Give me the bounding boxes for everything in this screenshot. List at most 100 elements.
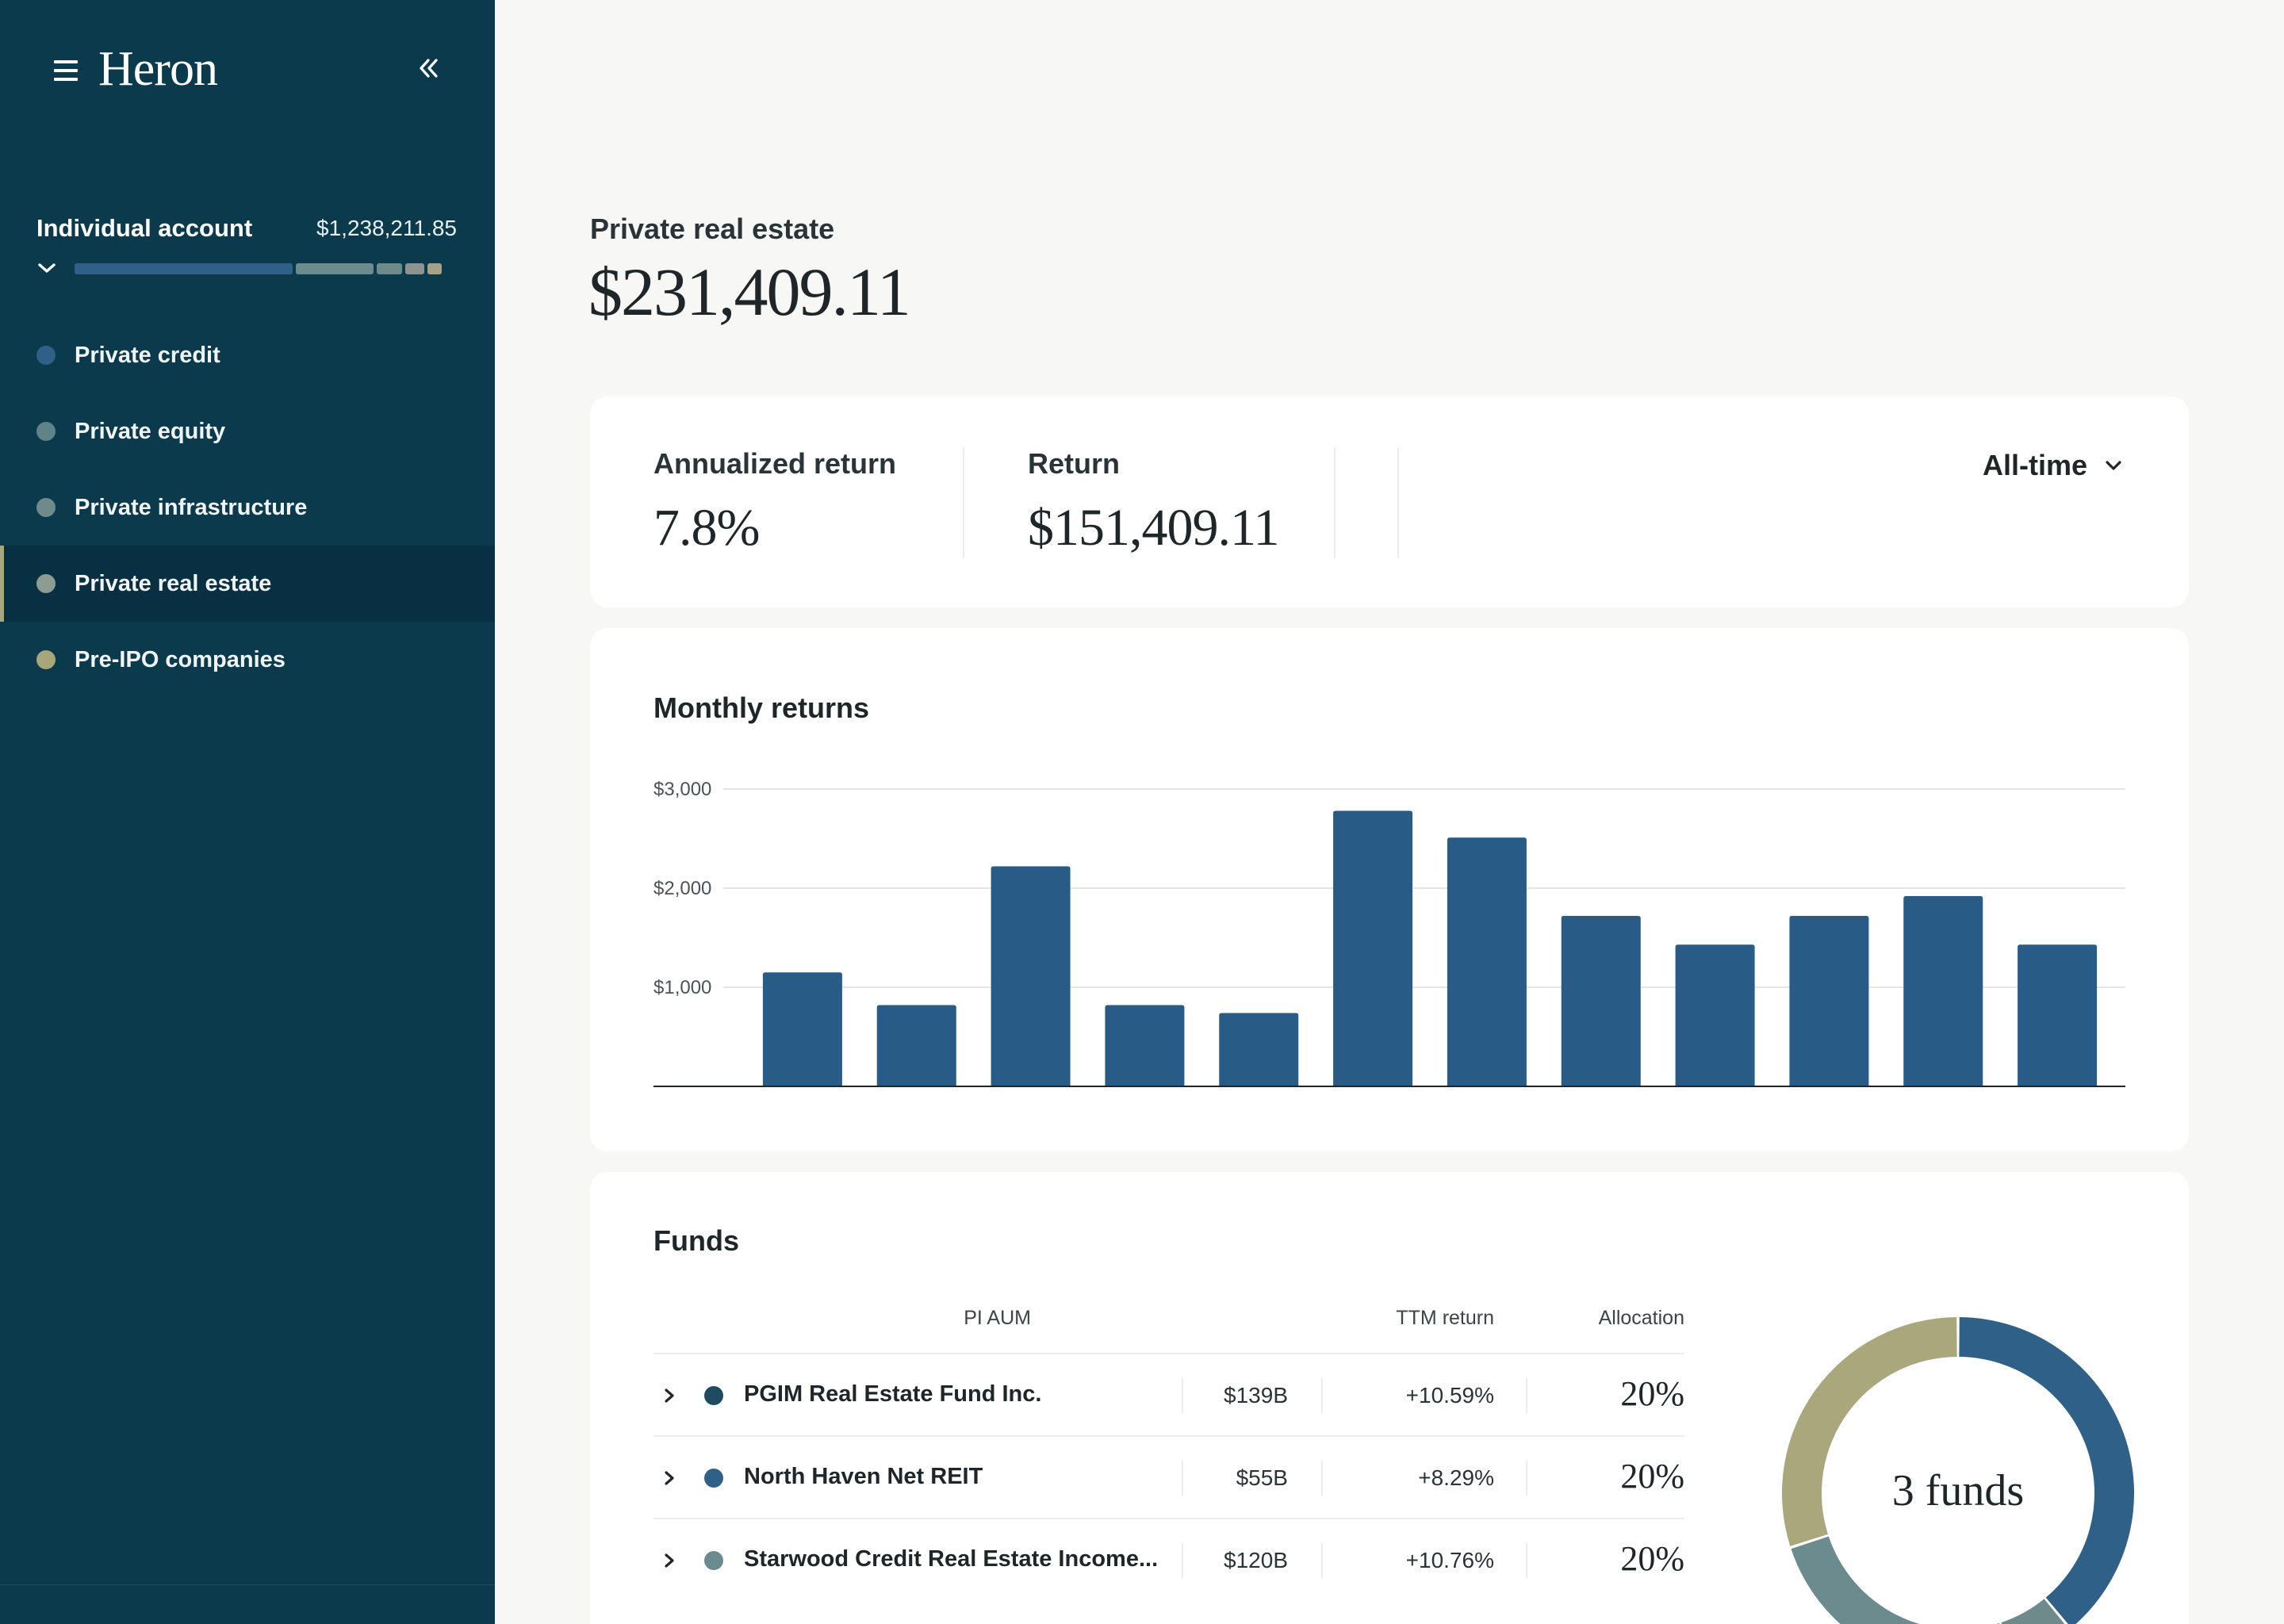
chevron-right-icon[interactable]	[663, 1551, 676, 1570]
allocation-bar-segment	[376, 263, 403, 274]
fund-color-dot-icon	[704, 1386, 723, 1405]
app-logo: Heron	[98, 42, 218, 96]
y-tick-label: $2,000	[653, 878, 711, 899]
allocation-bar-segment	[427, 263, 443, 274]
annualized-return-metric: Annualized return 7.8%	[653, 447, 896, 558]
divider	[0, 1584, 495, 1585]
divider	[1321, 1543, 1323, 1578]
chart-bar[interactable]	[1447, 837, 1527, 1086]
divider	[1321, 1378, 1323, 1413]
chart-bar[interactable]	[1789, 916, 1869, 1086]
fund-ttm-return: +10.59%	[1405, 1383, 1494, 1408]
divider	[1526, 1378, 1527, 1413]
divider	[1182, 1378, 1183, 1413]
chevron-down-icon[interactable]	[36, 260, 57, 276]
allocation-bar-segment	[405, 263, 424, 274]
allocation-donut-chart	[1782, 1317, 2134, 1624]
fund-aum: $139B	[1224, 1383, 1288, 1408]
fund-name: PGIM Real Estate Fund Inc.	[744, 1381, 1042, 1407]
return-label: Return	[1028, 447, 1120, 480]
fund-row[interactable]: Starwood Credit Real Estate Income... $1…	[653, 1518, 1684, 1600]
chart-title: Monthly returns	[653, 691, 870, 724]
sidebar-nav: Private credit Private equity Private infr…	[0, 317, 495, 698]
chevron-right-icon[interactable]	[663, 1386, 676, 1405]
category-dot-icon	[36, 346, 56, 365]
category-dot-icon	[36, 650, 56, 669]
divider	[1321, 1461, 1323, 1496]
category-dot-icon	[36, 574, 56, 593]
donut-center-label: 3 funds	[1891, 1466, 2025, 1515]
allocation-bar-segment	[295, 263, 374, 274]
divider	[1182, 1543, 1183, 1578]
sidebar-item-private-infrastructure[interactable]: Private infrastructure	[0, 469, 495, 546]
fund-ttm-return: +8.29%	[1418, 1465, 1494, 1490]
column-header-allocation: Allocation	[1598, 1307, 1684, 1329]
chart-bar[interactable]	[2018, 944, 2098, 1086]
chart-bar[interactable]	[1675, 944, 1755, 1086]
donut-segment[interactable]	[1959, 1317, 2134, 1624]
chart-bar[interactable]	[1903, 896, 1983, 1086]
page-subtitle: Private real estate	[590, 213, 835, 245]
sidebar-item-label: Private equity	[75, 418, 226, 444]
monthly-returns-chart: $1,000 $2,000 $3,000	[653, 779, 2125, 1087]
donut-segment[interactable]	[1791, 1536, 2010, 1624]
column-header-aum: PI AUM	[964, 1307, 1031, 1329]
page-total-value: $231,409.11	[588, 254, 911, 330]
fund-row[interactable]: North Haven Net REIT $55B +8.29% 20%	[653, 1435, 1684, 1518]
time-range-select[interactable]: All-time	[1983, 449, 2122, 482]
chart-bar[interactable]	[762, 972, 842, 1086]
annualized-return-value: 7.8%	[653, 499, 760, 557]
divider	[963, 447, 964, 558]
donut-segment[interactable]	[1782, 1317, 1957, 1546]
fund-ttm-return: +10.76%	[1405, 1548, 1494, 1572]
time-range-label: All-time	[1982, 449, 2087, 481]
chevron-down-icon	[2106, 461, 2121, 470]
sidebar-item-label: Private credit	[75, 342, 220, 368]
fund-aum: $55B	[1236, 1465, 1288, 1490]
chevron-right-icon[interactable]	[663, 1469, 676, 1488]
fund-allocation: 20%	[1620, 1457, 1684, 1496]
funds-card: Funds PI AUM TTM return Allocation PGIM …	[590, 1172, 2189, 1624]
account-name[interactable]: Individual account	[36, 214, 253, 242]
fund-color-dot-icon	[704, 1551, 723, 1570]
sidebar-item-label: Pre-IPO companies	[75, 646, 286, 672]
y-tick-label: $1,000	[653, 977, 711, 998]
sidebar: Heron Individual account $1,238,211.85 P…	[0, 0, 495, 1624]
return-value: $151,409.11	[1028, 499, 1280, 557]
fund-allocation: 20%	[1620, 1374, 1684, 1413]
allocation-bar	[75, 263, 457, 274]
donut-segment[interactable]	[2001, 1599, 2069, 1624]
chart-bar[interactable]	[991, 866, 1071, 1087]
divider	[1397, 447, 1399, 558]
chart-bar[interactable]	[1561, 916, 1641, 1086]
sidebar-item-label: Private infrastructure	[75, 494, 308, 520]
monthly-returns-card: Monthly returns $1,000 $2,000 $3,000	[590, 628, 2189, 1151]
chart-bar[interactable]	[1219, 1013, 1299, 1087]
sidebar-item-label: Private real estate	[75, 570, 272, 596]
funds-title: Funds	[653, 1224, 739, 1257]
category-dot-icon	[36, 422, 56, 441]
divider	[1526, 1461, 1527, 1496]
hamburger-menu-icon[interactable]	[54, 60, 78, 81]
chart-bar[interactable]	[876, 1005, 956, 1087]
sidebar-item-private-real-estate[interactable]: Private real estate	[0, 546, 495, 622]
sidebar-item-private-equity[interactable]: Private equity	[0, 393, 495, 469]
fund-allocation: 20%	[1620, 1539, 1684, 1578]
fund-name: Starwood Credit Real Estate Income...	[744, 1546, 1159, 1572]
fund-name: North Haven Net REIT	[744, 1464, 983, 1489]
divider	[1182, 1461, 1183, 1496]
y-tick-label: $3,000	[653, 779, 711, 800]
sidebar-item-private-credit[interactable]: Private credit	[0, 317, 495, 393]
column-header-ttm: TTM return	[1396, 1307, 1494, 1329]
returns-card: Annualized return 7.8% Return $151,409.1…	[590, 396, 2189, 607]
fund-row[interactable]: PGIM Real Estate Fund Inc. $139B +10.59%…	[653, 1353, 1684, 1435]
category-dot-icon	[36, 498, 56, 517]
chart-bar[interactable]	[1105, 1005, 1185, 1087]
annualized-return-label: Annualized return	[653, 447, 897, 480]
allocation-bar-segment	[75, 263, 293, 274]
fund-aum: $120B	[1224, 1548, 1288, 1572]
collapse-sidebar-icon[interactable]	[412, 52, 444, 84]
sidebar-item-pre-ipo-companies[interactable]: Pre-IPO companies	[0, 622, 495, 698]
chart-bar[interactable]	[1333, 810, 1413, 1087]
return-metric: Return $151,409.11	[1028, 447, 1280, 558]
